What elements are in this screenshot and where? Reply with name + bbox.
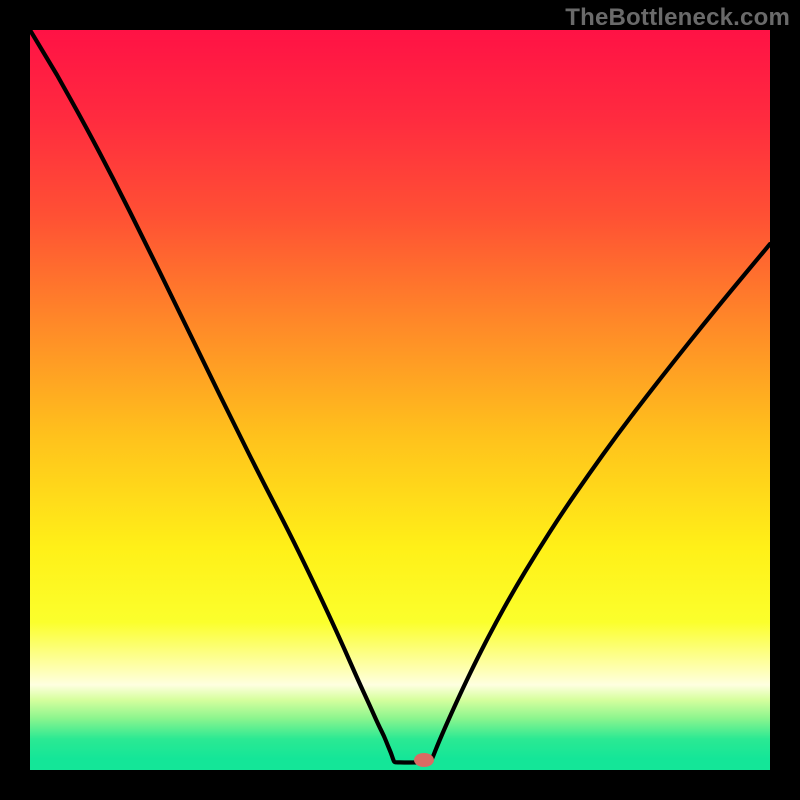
watermark-text: TheBottleneck.com xyxy=(565,4,790,32)
chart-stage: TheBottleneck.com xyxy=(0,0,800,800)
gradient-panel xyxy=(30,30,770,770)
bottleneck-chart xyxy=(0,0,800,800)
optimal-marker xyxy=(414,753,434,767)
